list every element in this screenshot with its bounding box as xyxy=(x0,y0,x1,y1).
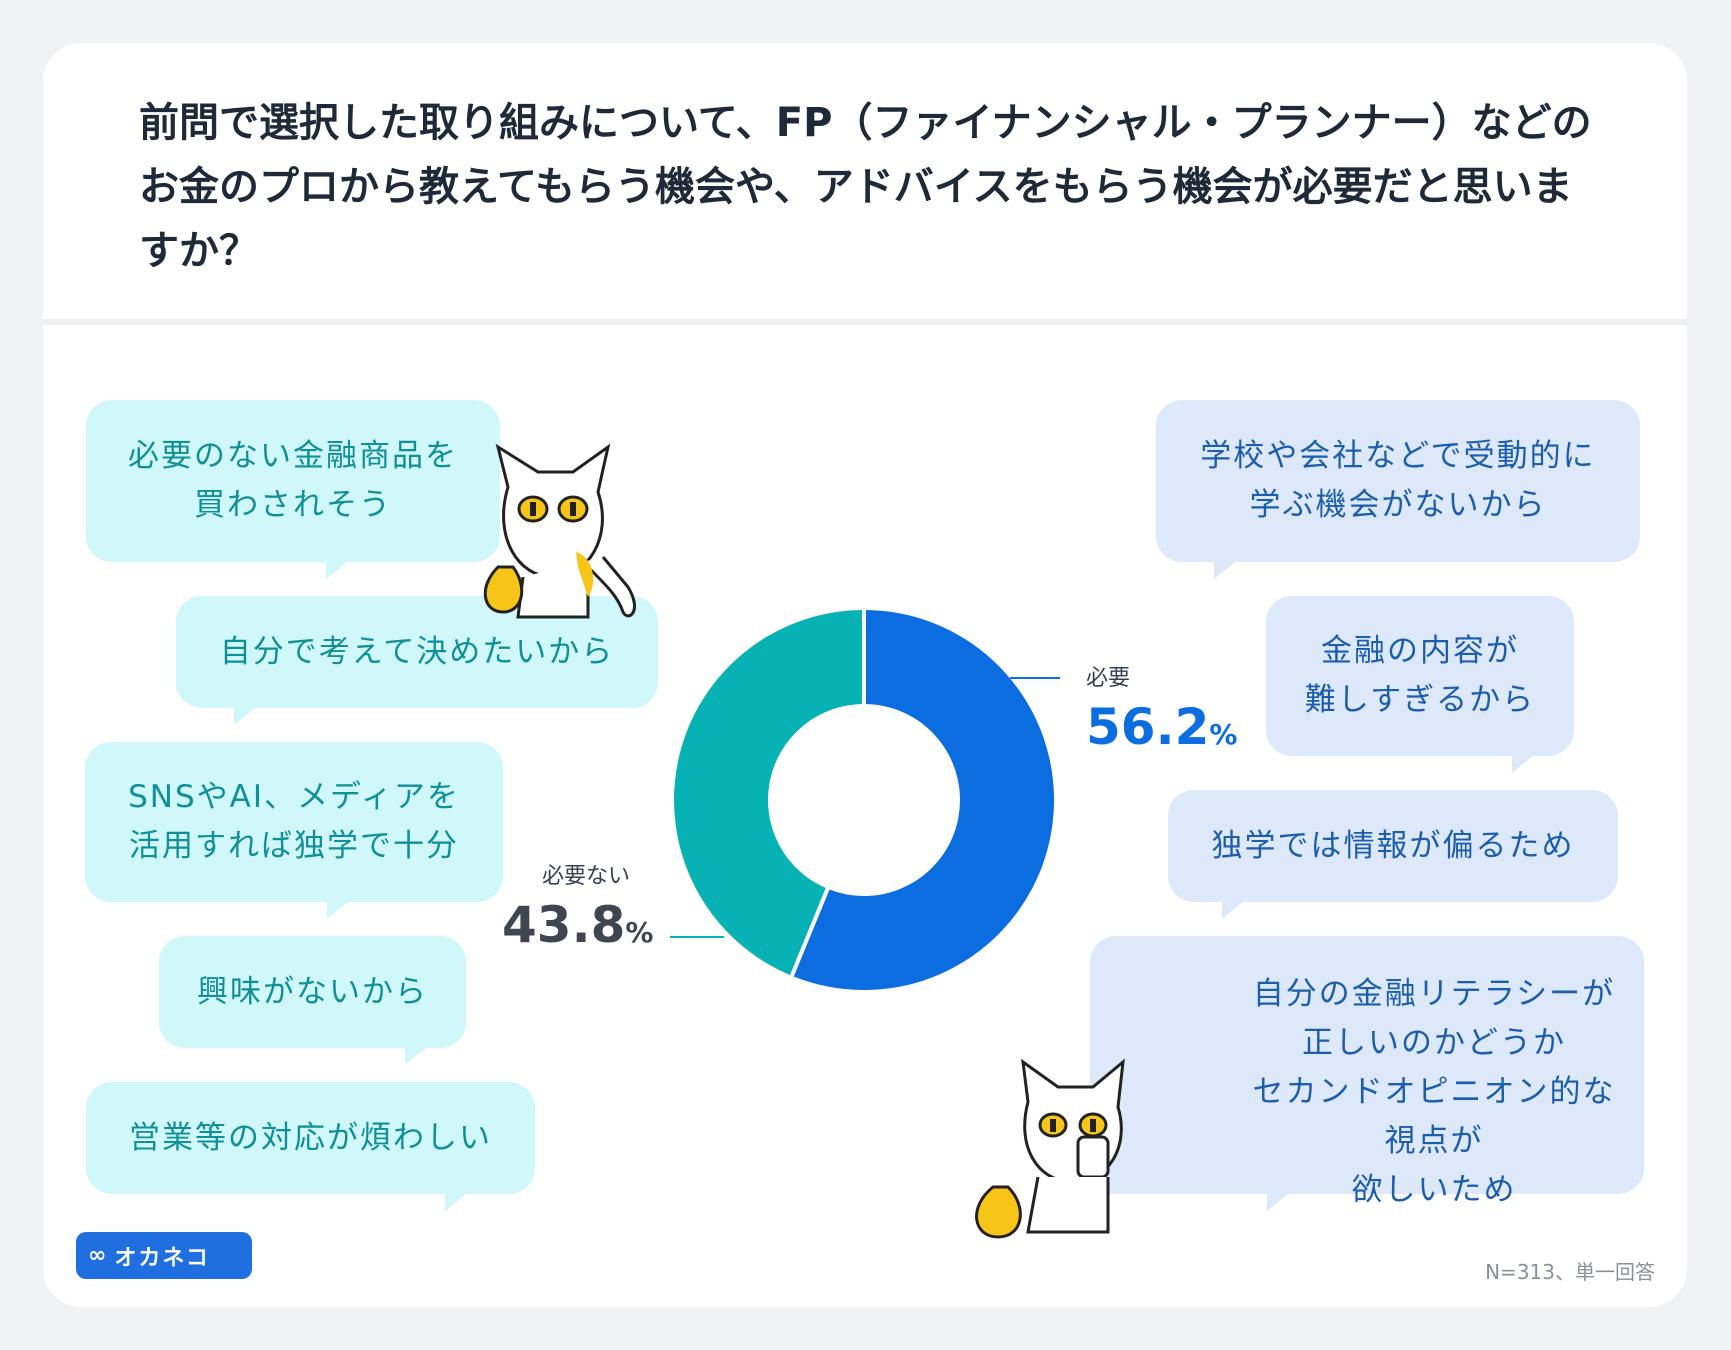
slice-value-not-needed: 43.8 xyxy=(502,896,626,954)
donut-slice-not-needed xyxy=(670,605,866,981)
cat-illustration-worried xyxy=(483,443,636,619)
logo-text: オカネコ xyxy=(114,1245,210,1271)
slice-unit-not-needed: % xyxy=(625,916,654,949)
slice-name-needed: 必要 xyxy=(1086,666,1131,691)
cat-illustration-writing xyxy=(975,1058,1125,1239)
logo: ∞ オカネコ xyxy=(76,1232,252,1279)
page-title: 前問で選択した取り組みについて、FP（ファイナンシャル・プランナー）などのお金の… xyxy=(139,100,1592,274)
reason-bubble-needed-3: 独学では情報が偏るため xyxy=(1168,790,1618,919)
slice-label-not-needed: 必要ない 43.8% xyxy=(502,858,653,954)
reason-bubble-needed-2: 金融の内容が 難しすぎるから xyxy=(1266,596,1574,773)
reason-bubble-not-needed-4: 興味がないから xyxy=(159,936,466,1065)
reason-bubble-not-needed-3: SNSやAI、メディアを 活用すれば独学で十分 xyxy=(85,742,503,919)
reason-bubble-not-needed-1: 必要のない金融商品を 買わされそう xyxy=(86,400,500,579)
logo-icon: ∞ xyxy=(88,1243,109,1268)
reason-bubble-not-needed-5: 営業等の対応が煩わしい xyxy=(86,1082,535,1211)
slice-value-needed: 56.2 xyxy=(1086,698,1210,756)
sample-note: N=313、単一回答 xyxy=(1485,1260,1655,1284)
slice-label-needed: 必要 56.2% xyxy=(1086,660,1237,756)
divider xyxy=(43,319,1687,325)
slice-name-not-needed: 必要ない xyxy=(542,864,631,889)
reason-bubble-needed-1: 学校や会社などで受動的に 学ぶ機会がないから xyxy=(1156,400,1640,579)
donut-slice-needed xyxy=(788,605,1058,994)
slice-unit-needed: % xyxy=(1209,718,1238,751)
